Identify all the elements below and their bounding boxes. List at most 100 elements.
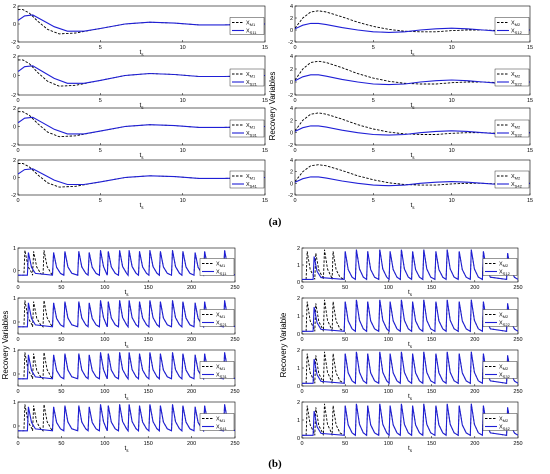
legend-label: XM2: [511, 123, 521, 130]
legend-label: XM1: [246, 174, 256, 181]
x-tick-label: 100: [384, 285, 393, 291]
x-tick-label: 0: [16, 198, 19, 204]
y-tick-label: 2: [13, 4, 16, 10]
series-line-x-s32: [302, 351, 518, 385]
y-tick-label: -2: [288, 143, 293, 149]
y-tick-label: 1: [13, 400, 16, 406]
x-tick-label: 100: [384, 337, 393, 343]
legend-label: XM2: [499, 313, 509, 320]
y-tick-label: 0: [297, 384, 300, 390]
y-tick-label: 2: [297, 296, 300, 302]
legend-label: XS21: [216, 321, 228, 328]
legend-label: XM1: [246, 21, 256, 28]
x-tick-label: 200: [187, 337, 196, 343]
x-tick-label: 50: [58, 337, 64, 343]
x-tick-label: 10: [449, 45, 455, 51]
legend-label: XS31: [216, 373, 228, 380]
x-axis-label: ts: [124, 289, 129, 297]
x-axis-label: ts: [139, 152, 144, 160]
series-line-x-s41: [18, 168, 265, 186]
legend-label: XM1: [216, 262, 226, 269]
x-tick-label: 15: [527, 198, 533, 204]
plot-frame: [294, 159, 531, 196]
x-tick-label: 5: [99, 148, 102, 154]
series-line-x-m2: [295, 164, 530, 186]
y-tick-label: 0: [297, 280, 300, 286]
legend-label: XS21: [246, 80, 258, 87]
series-line-x-m2: [295, 10, 530, 33]
x-tick-label: 0: [16, 285, 19, 291]
y-tick-label: 2: [297, 246, 300, 252]
x-tick-label: 100: [384, 389, 393, 395]
panel-label-a: (a): [269, 216, 282, 228]
x-tick-label: 250: [513, 389, 522, 395]
y-tick-label: 2: [297, 348, 300, 354]
series-line-x-s22: [302, 299, 518, 333]
series-line-x-s31: [18, 116, 265, 135]
x-tick-label: 0: [16, 45, 19, 51]
x-axis-label: ts: [410, 202, 415, 210]
y-tick-label: 2: [290, 170, 293, 176]
series-line-x-s12: [302, 249, 518, 281]
plot-frame: [17, 401, 236, 439]
series-line-x-s42: [295, 176, 530, 187]
x-tick-label: 50: [58, 441, 64, 447]
x-tick-label: 10: [449, 148, 455, 154]
legend-label: XM2: [511, 174, 521, 181]
x-tick-label: 150: [144, 337, 153, 343]
legend-label: XS42: [499, 425, 511, 432]
ylabel-panel-b-left: Recovery Variables: [1, 311, 10, 380]
x-tick-label: 250: [513, 337, 522, 343]
series-line-x-s21: [18, 300, 235, 329]
x-tick-label: 50: [342, 441, 348, 447]
legend-label: XS12: [499, 270, 511, 277]
x-tick-label: 15: [527, 98, 533, 104]
x-tick-label: 5: [99, 98, 102, 104]
legend-label: XM2: [499, 417, 509, 424]
y-tick-label: -2: [11, 143, 16, 149]
x-tick-label: 0: [16, 148, 19, 154]
plot-frame: [17, 107, 266, 146]
legend-label: XM2: [499, 365, 509, 372]
x-tick-label: 150: [144, 441, 153, 447]
x-tick-label: 50: [342, 389, 348, 395]
x-axis-label: ts: [139, 102, 144, 110]
legend-label: XS31: [246, 131, 258, 138]
x-tick-label: 0: [293, 148, 296, 154]
x-tick-label: 200: [187, 285, 196, 291]
y-tick-label: 4: [290, 158, 293, 164]
x-tick-label: 100: [100, 389, 109, 395]
x-tick-label: 10: [449, 198, 455, 204]
y-tick-label: 2: [297, 400, 300, 406]
x-tick-label: 0: [300, 389, 303, 395]
x-tick-label: 15: [262, 45, 268, 51]
series-line-x-s22: [295, 74, 530, 86]
x-axis-label: ts: [410, 49, 415, 57]
series-line-x-m1: [18, 59, 265, 87]
x-tick-label: 200: [470, 441, 479, 447]
x-tick-label: 50: [342, 285, 348, 291]
series-line-x-s21: [18, 65, 265, 84]
x-tick-label: 10: [180, 98, 186, 104]
plot-frame: [294, 107, 531, 146]
series-line-x-s42: [302, 403, 518, 437]
x-tick-label: 250: [230, 441, 239, 447]
x-tick-label: 150: [427, 337, 436, 343]
plot-frame: [17, 297, 236, 335]
legend-label: XS32: [511, 131, 523, 138]
series-line-x-s11: [18, 14, 265, 32]
y-tick-label: 0: [290, 28, 293, 34]
x-tick-label: 100: [100, 441, 109, 447]
legend-label: XM1: [216, 417, 226, 424]
y-tick-label: 2: [13, 106, 16, 112]
x-tick-label: 200: [187, 389, 196, 395]
plot-frame: [294, 5, 531, 43]
